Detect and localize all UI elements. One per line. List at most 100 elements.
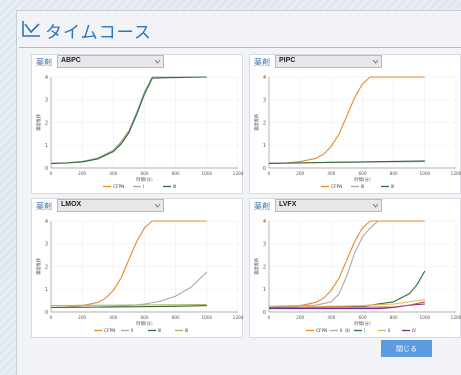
series-line bbox=[268, 220, 425, 309]
drug-select-value: LMOX bbox=[61, 201, 82, 208]
legend-label: Ⅰ bbox=[364, 328, 365, 334]
x-tick-label: 1000 bbox=[419, 315, 430, 320]
y-tick-label: 0 bbox=[45, 166, 48, 172]
x-axis-label: 時間(分) bbox=[136, 320, 153, 327]
series-line bbox=[268, 298, 425, 309]
chart-panel-pipc: 薬剤 PIPC 0 1 2 3 4 0 200 400 600 800 1000 1200 時間(分) 濃… bbox=[249, 54, 461, 194]
series-line bbox=[50, 76, 207, 165]
x-tick-label: 0 bbox=[50, 171, 53, 176]
chart-panel-abpc: 薬剤 ABPC 0 1 2 3 4 0 200 400 600 800 1000 1200 時間(分) 濃… bbox=[31, 54, 244, 194]
y-tick-label: 1 bbox=[263, 143, 266, 149]
x-tick-label: 400 bbox=[327, 315, 335, 320]
legend-label: Ⅲ bbox=[391, 184, 394, 190]
y-axis-label: 濃度推移 bbox=[35, 257, 42, 275]
y-tick-label: 3 bbox=[263, 242, 266, 248]
y-tick-label: 3 bbox=[45, 98, 48, 104]
chevron-down-icon bbox=[373, 60, 378, 64]
legend-label: Ⅲ bbox=[173, 184, 176, 190]
legend-label: CFPN bbox=[316, 328, 327, 334]
x-tick-label: 600 bbox=[359, 315, 367, 320]
x-tick-label: 800 bbox=[172, 171, 180, 176]
legend-label: Ⅱ bbox=[388, 328, 390, 334]
series-line bbox=[268, 220, 379, 307]
legend-label: Ⅲ bbox=[185, 328, 188, 334]
legend-label: CFPN bbox=[113, 184, 124, 190]
y-tick-label: 3 bbox=[263, 98, 266, 104]
series-line bbox=[50, 271, 208, 309]
legend-label: Ⅱ（Ⅱ） bbox=[340, 328, 353, 334]
drug-select[interactable]: LVFX bbox=[275, 199, 382, 212]
y-tick-label: 0 bbox=[45, 310, 48, 316]
legend-label: Ⅰ bbox=[143, 184, 144, 190]
time-course-chart-lmox: 0 1 2 3 4 0 200 400 600 800 1000 1200 時間(分) 濃度推移 CFPN Ⅱ… bbox=[35, 219, 244, 334]
x-tick-label: 0 bbox=[50, 315, 53, 320]
x-tick-label: 1200 bbox=[451, 171, 461, 176]
chevron-down-icon bbox=[373, 204, 378, 208]
y-tick-label: 3 bbox=[45, 242, 48, 248]
x-tick-label: 200 bbox=[78, 171, 86, 176]
drug-label: 薬剤 bbox=[36, 202, 52, 211]
x-tick-label: 200 bbox=[296, 315, 304, 320]
y-tick-label: 2 bbox=[45, 264, 48, 270]
x-tick-label: 200 bbox=[296, 171, 304, 176]
drug-select[interactable]: ABPC bbox=[57, 55, 164, 68]
x-tick-label: 400 bbox=[327, 171, 335, 176]
x-tick-label: 1000 bbox=[201, 171, 212, 176]
series-line bbox=[50, 220, 207, 309]
chart-icon bbox=[22, 21, 40, 37]
time-course-chart-abpc: 0 1 2 3 4 0 200 400 600 800 1000 1200 時間(分) 濃度推移 CFPN Ⅰ… bbox=[35, 75, 244, 190]
x-tick-label: 200 bbox=[78, 315, 86, 320]
x-tick-label: 400 bbox=[109, 171, 117, 176]
window-title: タイムコース bbox=[45, 23, 152, 43]
title-divider bbox=[19, 47, 461, 48]
y-tick-label: 2 bbox=[263, 120, 266, 126]
x-tick-label: 1000 bbox=[201, 315, 212, 320]
series-line bbox=[268, 160, 425, 165]
series-line bbox=[268, 270, 426, 309]
x-tick-label: 1200 bbox=[233, 315, 244, 320]
x-tick-label: 1000 bbox=[419, 171, 430, 176]
y-axis-label: 濃度推移 bbox=[253, 257, 260, 275]
drug-select-value: PIPC bbox=[279, 57, 296, 64]
y-tick-label: 1 bbox=[45, 143, 48, 149]
y-axis-label: 濃度推移 bbox=[35, 113, 42, 131]
x-tick-label: 600 bbox=[141, 315, 149, 320]
x-tick-label: 0 bbox=[268, 171, 271, 176]
time-course-chart-lvfx: 0 1 2 3 4 0 200 400 600 800 1000 1200 時間(分) 濃度推移 CFPN Ⅱ… bbox=[253, 219, 461, 334]
y-axis-label: 濃度推移 bbox=[253, 113, 260, 131]
series-line bbox=[50, 305, 207, 309]
x-tick-label: 800 bbox=[390, 171, 398, 176]
y-tick-label: 2 bbox=[45, 120, 48, 126]
x-tick-label: 600 bbox=[359, 171, 367, 176]
chart-panel-lmox: 薬剤 LMOX 0 1 2 3 4 0 200 400 600 800 1000 1200 時間(分) 濃… bbox=[31, 198, 244, 338]
series-line bbox=[268, 301, 425, 309]
drug-label: 薬剤 bbox=[36, 58, 52, 67]
chart-panel-lvfx: 薬剤 LVFX 0 1 2 3 4 0 200 400 600 800 1000 1200 時間(分) 濃… bbox=[249, 198, 461, 338]
x-tick-label: 1200 bbox=[233, 171, 244, 176]
y-tick-label: 1 bbox=[263, 287, 266, 293]
close-button[interactable]: 閉じる bbox=[381, 340, 432, 357]
legend-label: Ⅲ bbox=[158, 328, 161, 334]
legend-label: CFPN bbox=[104, 328, 115, 334]
drug-select-value: ABPC bbox=[61, 57, 81, 64]
x-axis-label: 時間(分) bbox=[136, 176, 153, 183]
x-tick-label: 0 bbox=[268, 315, 271, 320]
x-tick-label: 800 bbox=[172, 315, 180, 320]
drug-select[interactable]: PIPC bbox=[275, 55, 382, 68]
x-tick-label: 400 bbox=[109, 315, 117, 320]
y-tick-label: 4 bbox=[45, 75, 48, 81]
x-axis-label: 時間(分) bbox=[354, 320, 371, 327]
legend-label: CFPN bbox=[331, 184, 342, 190]
y-tick-label: 1 bbox=[45, 287, 48, 293]
legend-label: Ⅲ bbox=[361, 184, 364, 190]
y-tick-label: 4 bbox=[263, 75, 266, 81]
drug-select[interactable]: LMOX bbox=[57, 199, 164, 212]
legend-label: Ⅳ bbox=[412, 328, 416, 334]
series-line bbox=[50, 76, 207, 165]
x-tick-label: 600 bbox=[141, 171, 149, 176]
timecourse-window: タイムコース 薬剤 ABPC 0 1 2 3 4 0 200 400 600 800 1000 120… bbox=[16, 10, 461, 375]
drug-label: 薬剤 bbox=[254, 202, 270, 211]
y-tick-label: 4 bbox=[45, 219, 48, 225]
series-line bbox=[268, 76, 425, 165]
chevron-down-icon bbox=[155, 60, 160, 64]
